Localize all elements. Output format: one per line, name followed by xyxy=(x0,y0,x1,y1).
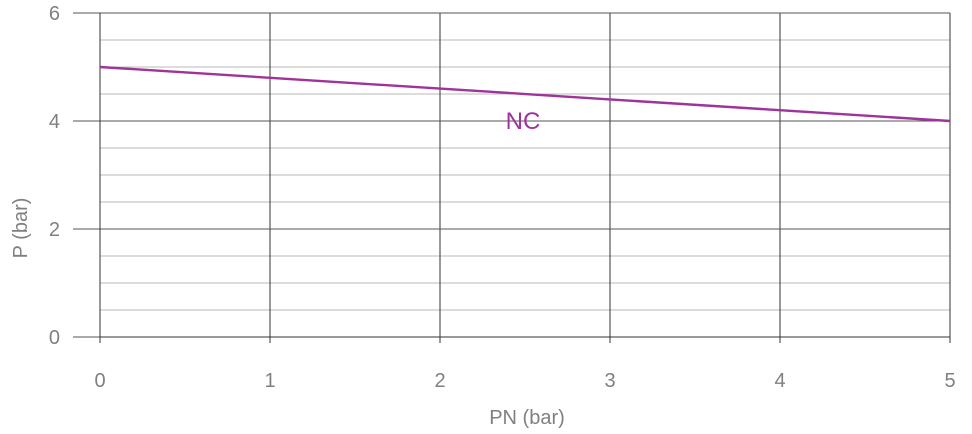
x-tick-label: 2 xyxy=(434,370,445,392)
y-tick-label: 0 xyxy=(49,327,60,349)
x-tick-label: 4 xyxy=(774,370,785,392)
y-axis-label: P (bar) xyxy=(10,198,32,259)
x-tick-label: 0 xyxy=(94,370,105,392)
series-layer xyxy=(99,65,951,123)
y-tick-labels: 0 2 4 6 xyxy=(49,3,60,349)
x-tick-label: 3 xyxy=(604,370,615,392)
x-tick-labels: 0 1 2 3 4 5 xyxy=(94,370,955,392)
x-tick-label: 1 xyxy=(264,370,275,392)
y-tick-label: 4 xyxy=(49,111,60,133)
series-label-nc: NC xyxy=(506,108,541,135)
x-axis-label: PN (bar) xyxy=(489,407,565,429)
minor-gridlines xyxy=(100,12,950,311)
series-line-nc xyxy=(99,65,951,123)
x-tick-label: 5 xyxy=(944,370,955,392)
y-tick-label: 2 xyxy=(49,219,60,241)
y-tick-label: 6 xyxy=(49,3,60,25)
major-gridlines xyxy=(73,12,951,343)
